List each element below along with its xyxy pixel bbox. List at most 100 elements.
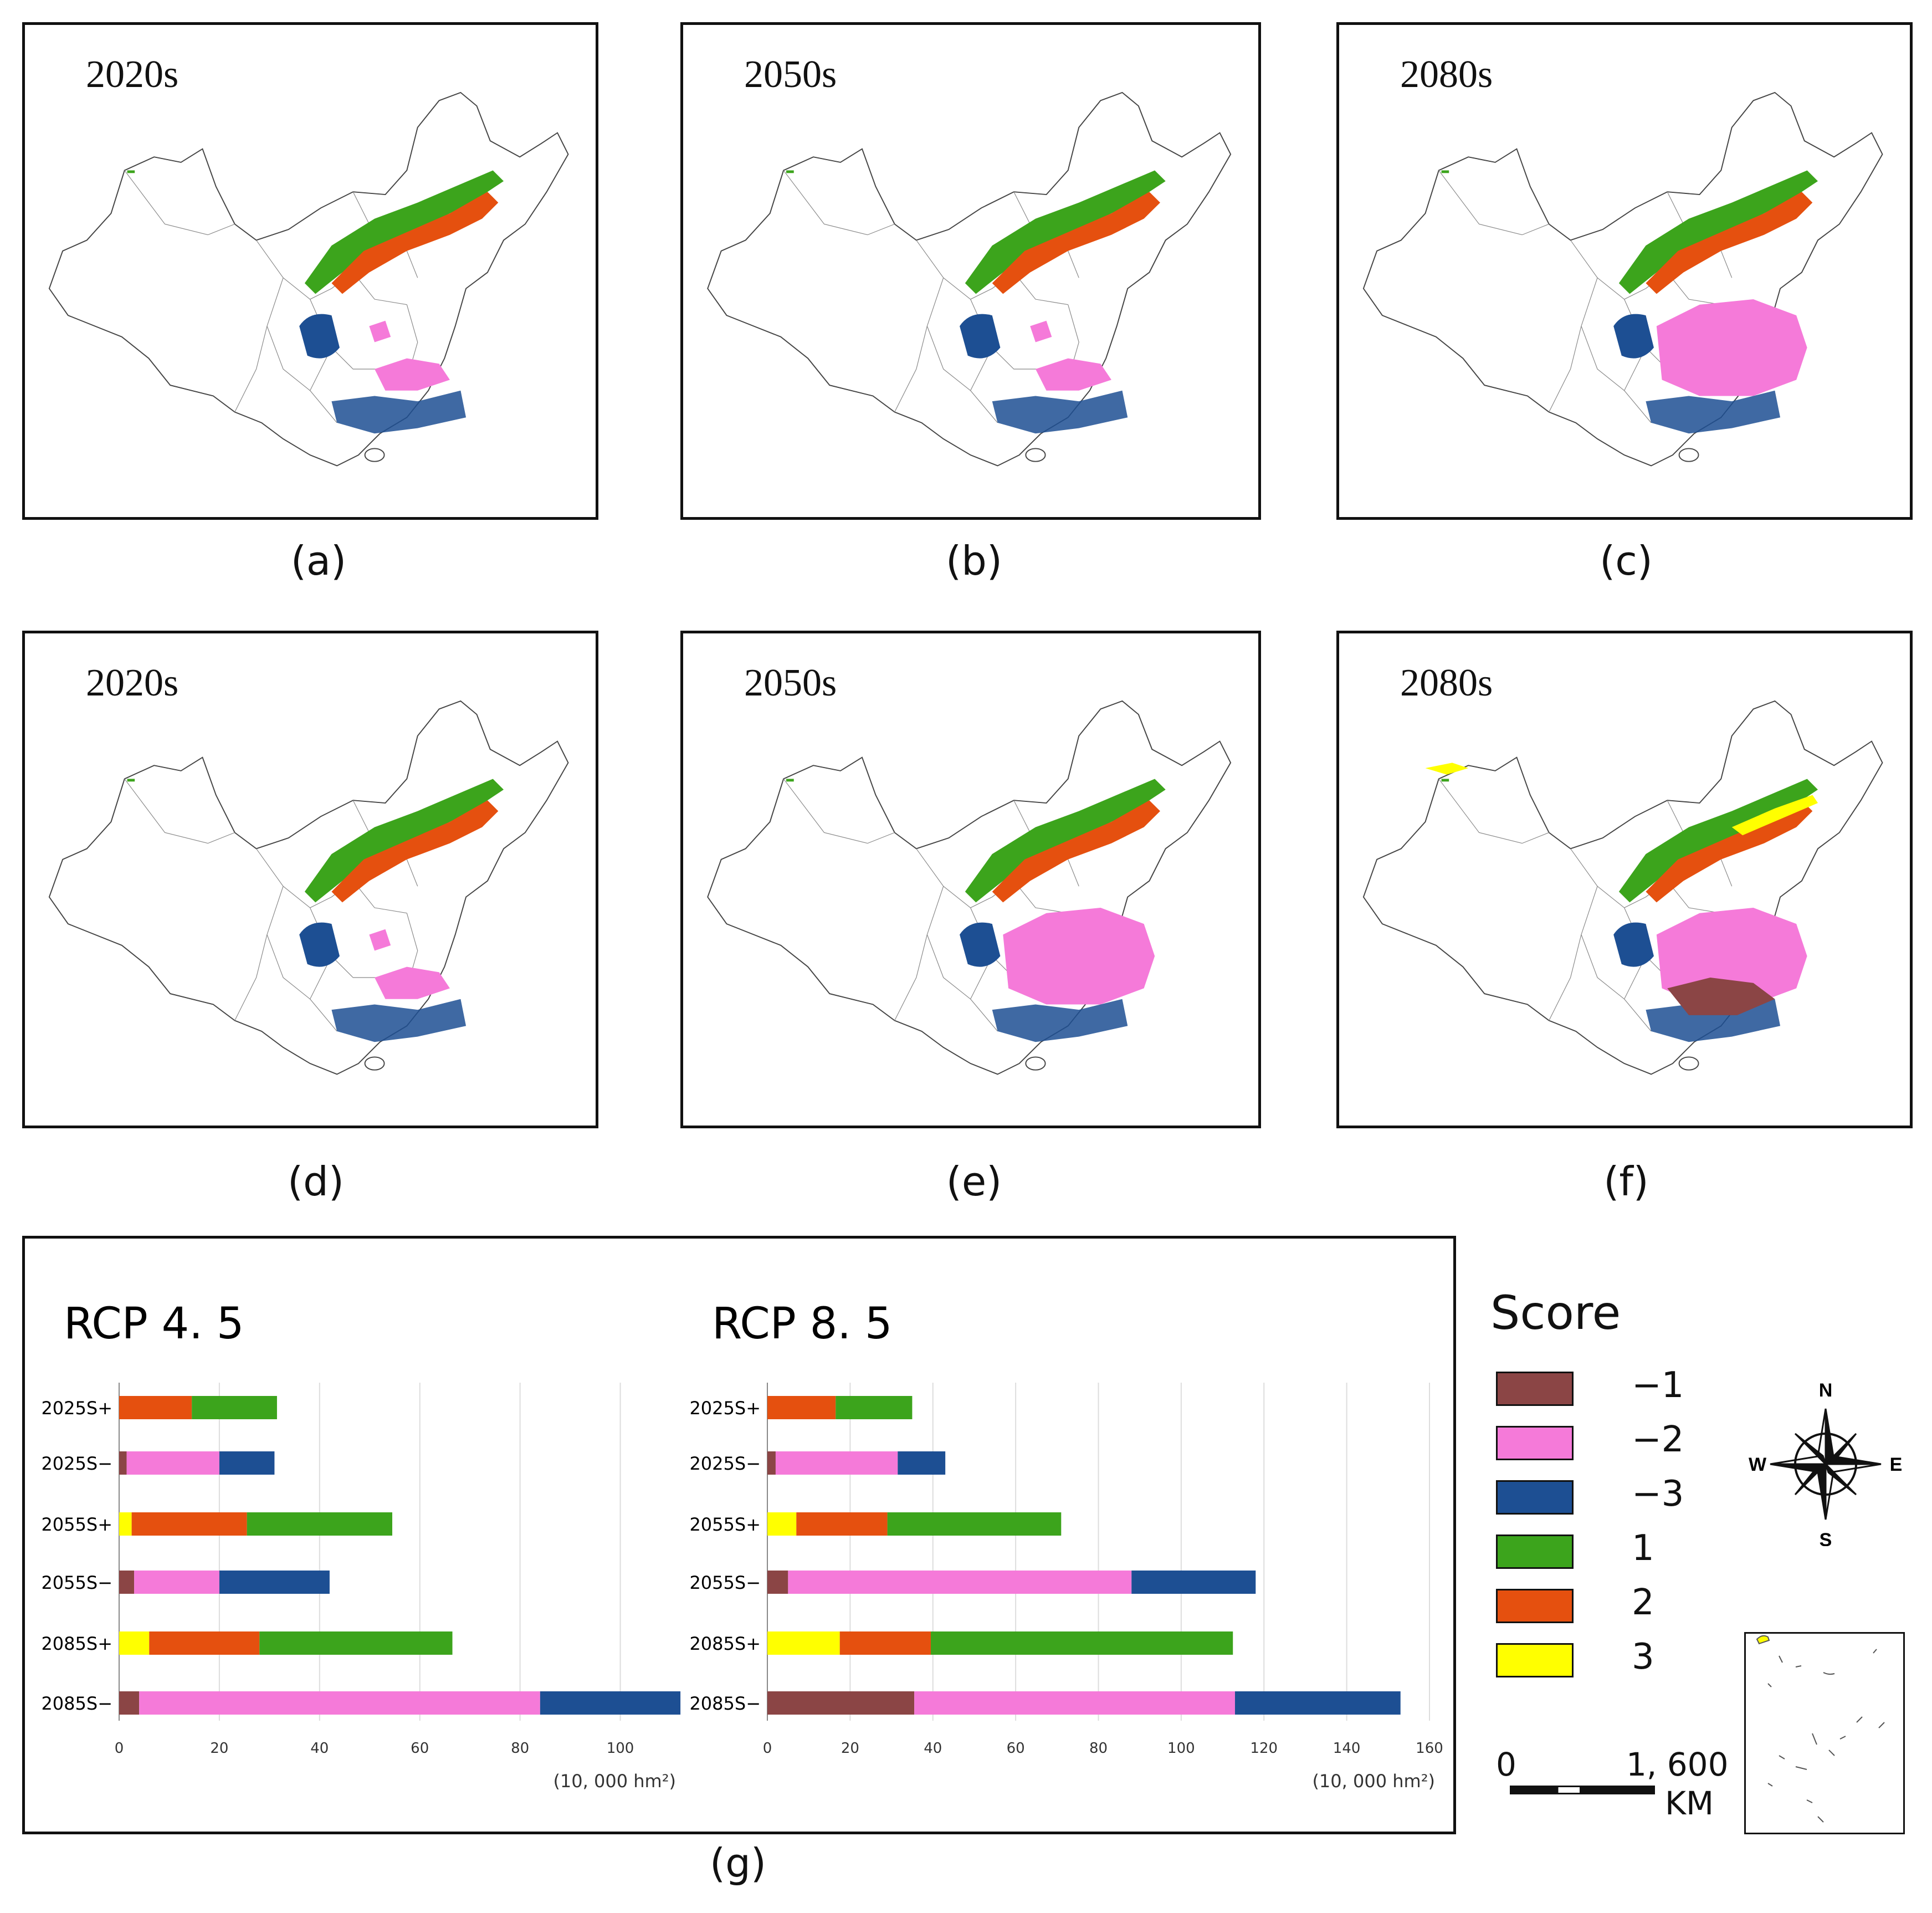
scalebar-distance: 1, 600 [1626,1746,1729,1783]
bar-segment-score-minus1 [767,1451,776,1475]
caption-e: (e) [946,1158,1002,1205]
bar-segment-score-minus1 [767,1571,788,1594]
hainan-outline [1025,448,1046,462]
category-label: 2025S+ [689,1398,761,1419]
bar-segment-score-minus3 [898,1451,946,1475]
x-tick-label: 80 [1089,1740,1108,1757]
china-outline [1362,700,1883,1075]
legend-swatch [1496,1643,1574,1677]
caption-a: (a) [290,538,347,584]
bar-segment-score-1 [247,1512,392,1536]
region-score-minus-3-west [960,922,1001,967]
bar-segment-score-1 [887,1512,1062,1536]
region-score-minus-2 [375,966,450,999]
map-panel-a: 2020s [22,22,598,520]
category-label: 2055S− [689,1572,761,1593]
china-outline [707,700,1232,1075]
region-score-minus-3-south [331,999,467,1042]
map-period-label: 2020s [86,53,179,96]
caption-c: (c) [1600,538,1653,584]
category-label: 2025S+ [41,1398,112,1419]
bar-segment-score-minus2 [134,1571,219,1594]
legend-label: 2 [1632,1582,1654,1623]
category-label: 2085S+ [41,1633,112,1654]
region-score-minus-3-south [331,390,467,434]
bar-segment-score-2 [839,1631,931,1655]
bar-segment-score-minus1 [767,1691,915,1715]
inset-map-svg [1756,1635,1885,1823]
region-score-1-xinjiang [1441,779,1449,782]
bar-segment-score-3 [119,1631,150,1655]
map-period-label: 2080s [1400,662,1493,704]
compass-n: N [1819,1380,1833,1401]
bar-chart-0: RCP 4. 5 0 20 40 60 80 100 (10, 000 hm²) 2025S+ 2… [41,1299,681,1792]
map-period-label: 2020s [86,662,179,704]
region-score-minus-1 [1667,978,1775,1015]
region-score-3 [1731,795,1818,836]
x-unit-label: (10, 000 hm²) [1312,1771,1435,1792]
region-score-1 [304,170,504,294]
map-svg [1362,91,1883,467]
legend-label: −2 [1632,1419,1684,1460]
bar-segment-score-3 [767,1631,840,1655]
region-score-minus-2-patch [369,320,391,342]
region-score-minus-3-south [992,999,1128,1042]
caption-g: (g) [710,1840,766,1886]
map-svg [707,700,1232,1075]
map-panel-d: 2020s [22,631,598,1128]
map-panel-c: 2080s [1336,22,1913,520]
legend-swatch [1496,1372,1574,1406]
map-svg [48,700,569,1075]
bar-segment-score-minus3 [1234,1691,1401,1715]
region-score-3-west [1425,763,1469,775]
region-score-minus-3-west [1613,314,1654,359]
region-score-1-xinjiang [786,170,794,173]
region-score-1 [1618,779,1818,903]
china-outline [48,700,569,1075]
category-label: 2055S+ [689,1514,761,1535]
region-score-minus-3-south [992,390,1128,434]
bar-segment-score-minus3 [1131,1571,1256,1594]
bar-segment-score-1 [259,1631,453,1655]
scalebar-unit: KM [1665,1784,1714,1822]
chart-title: RCP 8. 5 [712,1299,892,1349]
x-tick-label: 100 [1167,1740,1195,1757]
region-score-minus-3-west [960,314,1001,359]
caption-b: (b) [946,538,1002,584]
bar-segment-score-2 [131,1512,247,1536]
bar-segment-score-minus2 [914,1691,1235,1715]
bar-segment-score-minus1 [119,1691,140,1715]
x-tick-label: 140 [1333,1740,1361,1757]
region-score-minus-2 [1656,299,1807,396]
bar-segment-score-3 [119,1512,132,1536]
bar-segment-score-minus2 [126,1451,219,1475]
bar-segment-score-minus3 [219,1451,275,1475]
category-label: 2085S+ [689,1633,761,1654]
x-tick-label: 160 [1416,1740,1443,1757]
map-svg [48,91,569,467]
region-score-1-xinjiang [127,170,135,173]
bar-chart-svg: RCP 4. 5 0 20 40 60 80 100 (10, 000 hm²) 2025S+ 2… [41,1299,1443,1792]
region-score-minus-2-patch [1030,320,1052,342]
inset-map [1744,1632,1905,1834]
map-panel-b: 2050s [680,22,1261,520]
chart-title: RCP 4. 5 [64,1299,244,1349]
map-period-label: 2050s [744,53,837,96]
category-label: 2085S− [41,1693,112,1714]
region-score-minus-2 [1035,358,1111,391]
legend-swatch [1496,1480,1574,1515]
map-period-label: 2080s [1400,53,1493,96]
x-tick-label: 20 [841,1740,859,1757]
x-tick-label: 20 [210,1740,228,1757]
category-label: 2085S− [689,1693,761,1714]
bar-segment-score-minus1 [119,1451,127,1475]
province-borders [124,779,418,1032]
compass-e: E [1890,1454,1903,1475]
bar-segment-score-1 [931,1631,1233,1655]
region-score-2 [1646,800,1813,903]
map-panel-e: 2050s [680,631,1261,1128]
hainan-outline [1678,1056,1699,1071]
bar-chart-1: RCP 8. 5 0 20 40 60 80 100 120 140 160 (10, 000 hm… [689,1299,1443,1792]
category-label: 2025S− [41,1453,112,1474]
map-panel-f: 2080s [1336,631,1913,1128]
